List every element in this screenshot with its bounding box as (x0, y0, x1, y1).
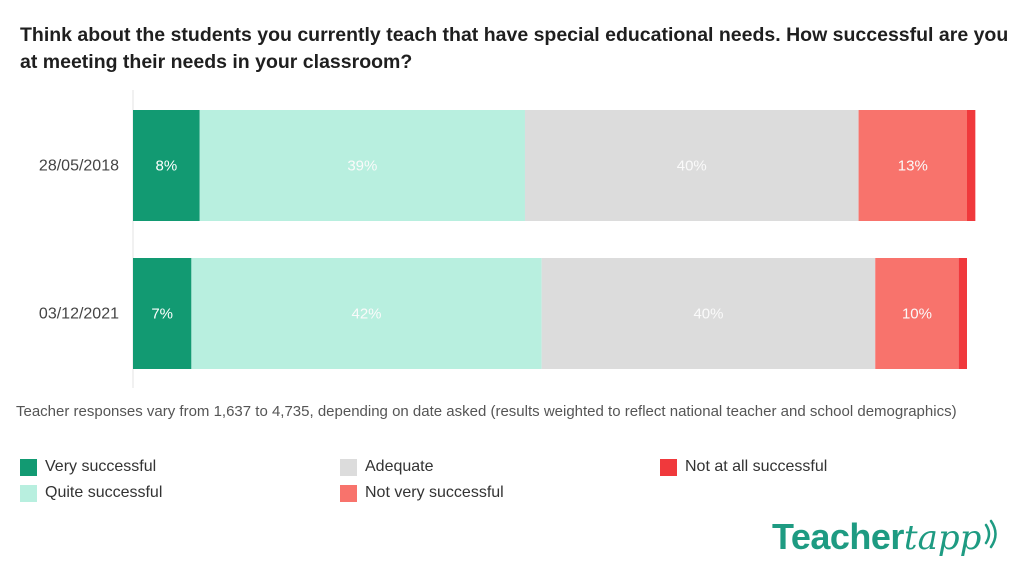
bar-segment (967, 110, 976, 221)
bar-value-label: 40% (693, 306, 723, 323)
legend: Very successful Adequate Not at all succ… (20, 458, 920, 518)
bar-segment (199, 110, 525, 221)
bar-value-label: 10% (902, 306, 932, 323)
bar-segment (133, 110, 200, 221)
bars-layer: 28/05/2018 8% 39% 40% 13% 03/12/2021 7% 42% 40% 1… (39, 110, 976, 369)
category-label: 28/05/2018 (39, 158, 119, 175)
legend-swatch (20, 458, 37, 476)
legend-item-quite-successful: Quite successful (20, 484, 162, 502)
legend-swatch (340, 458, 357, 476)
signal-waves-icon (985, 519, 998, 549)
legend-label: Not very successful (365, 484, 504, 501)
legend-item-very-successful: Very successful (20, 458, 156, 476)
legend-swatch (340, 484, 357, 502)
bar-segment (858, 110, 967, 221)
bar-value-label: 7% (151, 306, 173, 323)
bar-segment (875, 258, 959, 369)
bar-segment (191, 258, 542, 369)
bar-value-label: 42% (352, 306, 382, 323)
bar-segment (541, 258, 876, 369)
legend-item-adequate: Adequate (340, 458, 434, 476)
logo-text-tapp: tapp (903, 518, 982, 558)
legend-swatch (660, 458, 677, 476)
category-label: 03/12/2021 (39, 306, 119, 323)
legend-label: Adequate (365, 458, 434, 475)
logo-text-teacher: Teacher (772, 516, 904, 557)
bar-value-label: 40% (677, 158, 707, 175)
legend-swatch (20, 484, 37, 502)
legend-item-not-very-successful: Not very successful (340, 484, 504, 502)
bar-value-label: 8% (156, 158, 178, 175)
legend-label: Quite successful (45, 484, 163, 501)
bar-segment (133, 258, 192, 369)
stacked-bar-chart: 28/05/2018 8% 39% 40% 13% 03/12/2021 7% 42% 40% 1… (39, 90, 976, 388)
chart-title: Think about the students you currently t… (20, 24, 1009, 73)
bar-segment (524, 110, 859, 221)
footnote: Teacher responses vary from 1,637 to 4,7… (16, 403, 957, 420)
legend-item-not-at-all-successful: Not at all successful (660, 458, 827, 476)
bar-value-label: 39% (347, 158, 377, 175)
legend-label: Not at all successful (685, 458, 828, 475)
bar-value-label: 13% (898, 158, 928, 175)
teachertapp-logo: Teacher tapp (772, 516, 1001, 558)
bar-segment (958, 258, 967, 369)
legend-label: Very successful (45, 458, 157, 475)
